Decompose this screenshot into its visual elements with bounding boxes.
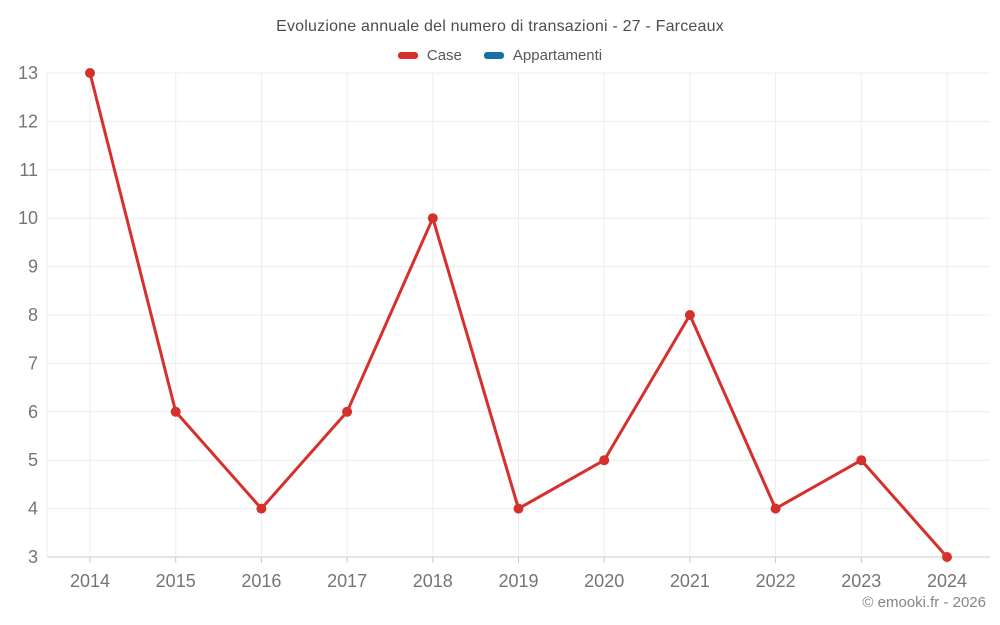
y-axis-label: 12 (18, 111, 38, 131)
legend-label-case: Case (426, 46, 462, 64)
x-axis-label: 2014 (70, 571, 110, 591)
legend-item-case[interactable]: Case (397, 46, 462, 64)
attribution-text: © emooki.fr - 2026 (862, 594, 986, 611)
data-point-case-2018[interactable] (427, 213, 438, 224)
data-point-case-2015[interactable] (170, 406, 181, 417)
chart-title: Evoluzione annuale del numero di transaz… (276, 18, 724, 35)
legend-swatch-case (397, 51, 418, 59)
y-axis-label: 13 (18, 63, 38, 83)
x-axis-label: 2016 (241, 571, 281, 591)
x-axis-label: 2024 (927, 571, 967, 591)
y-axis-label: 6 (28, 402, 38, 422)
data-point-case-2019[interactable] (513, 503, 524, 514)
data-point-case-2023[interactable] (856, 455, 867, 466)
legend-swatch-appartamenti (483, 51, 504, 59)
data-point-case-2016[interactable] (256, 503, 267, 514)
data-point-case-2024[interactable] (942, 552, 952, 562)
x-axis-label: 2019 (498, 571, 538, 591)
y-axis-label: 3 (28, 547, 38, 567)
legend: Case Appartamenti (0, 45, 1000, 65)
x-axis-label: 2020 (584, 571, 624, 591)
y-axis-label: 9 (28, 257, 38, 277)
x-axis-label: 2018 (413, 571, 453, 591)
y-axis-label: 10 (18, 208, 38, 228)
data-point-case-2020[interactable] (599, 455, 610, 466)
data-point-case-2021[interactable] (684, 310, 695, 320)
x-axis-label: 2022 (756, 571, 796, 591)
x-axis-label: 2015 (156, 571, 196, 591)
y-axis-label: 5 (28, 450, 38, 470)
y-axis-label: 4 (28, 499, 38, 519)
y-axis-label: 7 (28, 353, 38, 373)
x-axis-label: 2021 (670, 571, 710, 591)
legend-item-appartamenti[interactable]: Appartamenti (483, 46, 603, 64)
x-axis-label: 2017 (327, 571, 367, 591)
data-point-case-2014[interactable] (85, 68, 95, 78)
data-point-case-2022[interactable] (770, 503, 781, 514)
data-point-case-2017[interactable] (342, 406, 353, 417)
y-axis-label: 11 (19, 160, 38, 180)
legend-label-appartamenti: Appartamenti (512, 46, 603, 64)
x-axis-label: 2023 (841, 571, 881, 591)
y-axis-label: 8 (28, 305, 38, 325)
